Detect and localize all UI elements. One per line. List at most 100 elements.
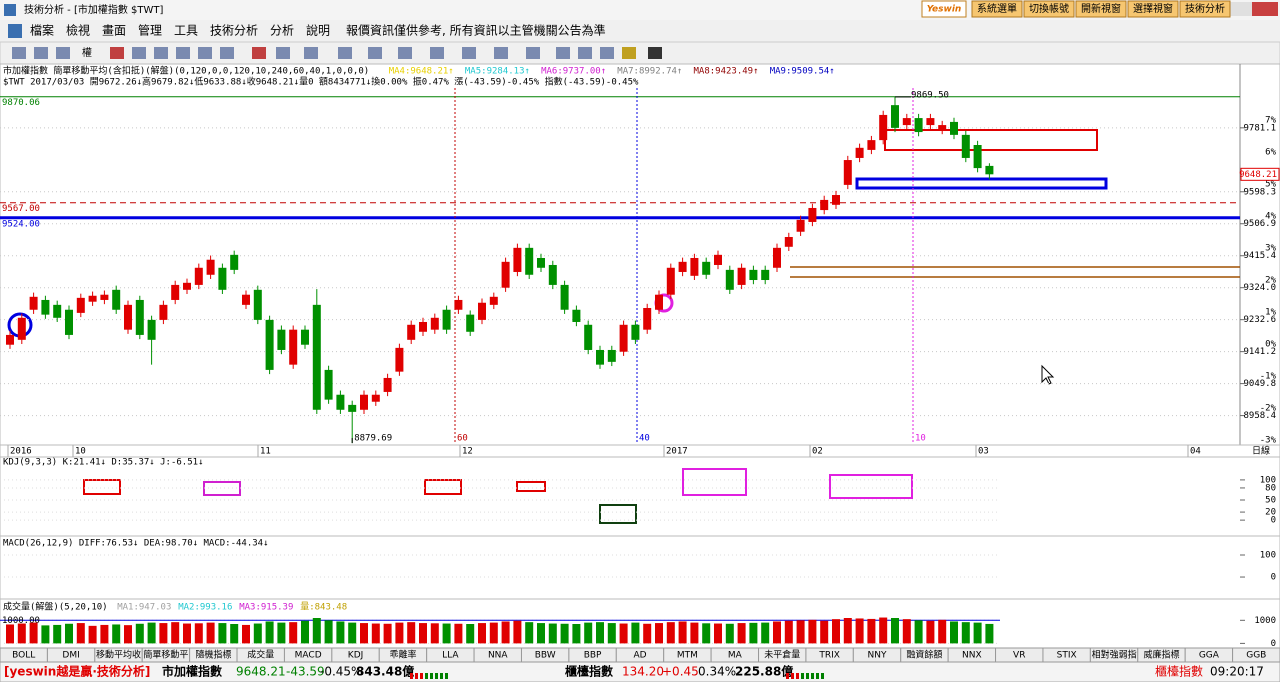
status-mini-bar — [796, 673, 799, 679]
candle-body — [867, 140, 876, 150]
tab-label[interactable]: GGA — [1199, 651, 1220, 661]
tab-label[interactable]: MA — [728, 651, 743, 661]
volume-bar — [407, 622, 416, 644]
tab-label[interactable]: MTM — [677, 651, 698, 661]
y-tick-label: 9781.1 — [1243, 123, 1276, 133]
x-tick-label: 10 — [75, 447, 86, 457]
candle-body — [478, 302, 486, 320]
volume-bar — [619, 623, 628, 644]
tab-label[interactable]: 未平倉量 — [764, 649, 800, 661]
candle-body — [879, 114, 888, 141]
ma-label: MA7:8992.74↑ — [617, 67, 682, 77]
window-button[interactable] — [1023, 0, 1075, 18]
candle-body — [572, 309, 581, 322]
status-mini-bar — [440, 673, 443, 679]
tab-label[interactable]: 簡單移動平 — [143, 649, 188, 661]
candle-body — [230, 254, 239, 270]
menu-item[interactable]: 分析 — [270, 24, 294, 38]
candle-body — [312, 304, 321, 410]
menu-item[interactable]: 畫面 — [102, 23, 126, 38]
candle-body — [973, 145, 982, 169]
candle-body — [631, 324, 640, 340]
high-label: 9869.50 — [911, 90, 949, 100]
tab-label[interactable]: BBW — [535, 651, 556, 661]
candle-body — [171, 284, 180, 300]
tab-label[interactable]: 乖離率 — [389, 649, 416, 661]
tab-label[interactable]: VR — [1013, 651, 1025, 661]
menu-item[interactable]: 工具 — [174, 24, 198, 38]
menu-item[interactable]: 檔案 — [30, 23, 54, 38]
tab-label[interactable]: AD — [633, 651, 646, 661]
candle-body — [784, 236, 793, 247]
volume-bar — [253, 623, 262, 644]
tab-label[interactable]: BOLL — [12, 651, 35, 661]
candle-body — [832, 195, 840, 205]
tab-label[interactable]: 相對強弱指 — [1092, 649, 1137, 661]
window-button-label[interactable]: 技術分析 — [1185, 2, 1225, 15]
y-tick-label: 0 — [1271, 639, 1276, 649]
tab-label[interactable]: 融資餘額 — [906, 649, 942, 661]
candle-body — [737, 267, 746, 285]
window-button-label[interactable]: 切換帳號 — [1029, 2, 1069, 15]
candle-body — [914, 118, 923, 133]
status-pct1: -0.45% — [320, 665, 362, 679]
volume-bar — [537, 623, 545, 644]
y-tick-label: 9506.9 — [1243, 219, 1276, 229]
menu-item[interactable]: 管理 — [138, 23, 162, 38]
toolbar-label[interactable]: 權 — [82, 46, 92, 59]
volume-bar — [466, 624, 475, 644]
window-button[interactable] — [971, 0, 1023, 18]
window-button-label[interactable]: 選擇視窗 — [1133, 2, 1173, 15]
volume-bar — [336, 621, 345, 644]
tab-label[interactable]: BBP — [584, 651, 602, 661]
window-button[interactable] — [1179, 0, 1231, 18]
tab-label[interactable]: NNY — [868, 651, 887, 661]
candle-body — [17, 317, 26, 340]
doc-icon — [8, 24, 22, 38]
status-mini-bar — [816, 673, 819, 679]
tab-label[interactable]: 成交量 — [247, 649, 274, 661]
menu-item[interactable]: 說明 — [306, 23, 330, 38]
last-price-box — [1240, 167, 1280, 181]
tab-label[interactable]: MACD — [295, 651, 322, 661]
tab[interactable] — [1232, 647, 1280, 663]
candle-body — [761, 269, 770, 281]
tab-label[interactable]: 隨機指標 — [195, 649, 231, 661]
window-button-label[interactable]: 系統選單 — [977, 2, 1017, 15]
tab-label[interactable]: 威廉指標 — [1143, 649, 1179, 661]
candle-body — [395, 347, 404, 372]
marker-label: 10 — [915, 434, 926, 444]
tab-label[interactable]: NNA — [488, 651, 508, 661]
ma-label: MA9:9509.54↑ — [770, 67, 835, 77]
candle-body — [749, 269, 758, 281]
tab-label[interactable]: KDJ — [348, 651, 364, 661]
tab-label[interactable]: GGB — [1246, 651, 1266, 661]
candle-body — [466, 314, 475, 332]
tab-label[interactable]: LLA — [442, 651, 459, 661]
window-button[interactable] — [1075, 0, 1127, 18]
volume-bar — [714, 623, 722, 644]
menu-item[interactable]: 檢視 — [66, 23, 90, 38]
window-button[interactable] — [1127, 0, 1179, 18]
candle-body — [194, 267, 203, 285]
volume-bar — [961, 622, 970, 644]
period-label[interactable]: 日線 — [1252, 445, 1270, 457]
menu-item[interactable]: 技術分析 — [210, 24, 258, 38]
volume-bar — [76, 623, 85, 644]
tab-label[interactable]: NNX — [962, 651, 982, 661]
candle-body — [489, 296, 498, 305]
volume-bar — [855, 618, 864, 644]
tab-label[interactable]: STIX — [1057, 651, 1077, 661]
tab-label[interactable]: TRIX — [818, 651, 840, 661]
volume-bar — [749, 622, 758, 644]
mouse-cursor — [1041, 364, 1055, 385]
y-tick-label: 80 — [1265, 483, 1276, 493]
window-button-label[interactable]: 開新視窗 — [1081, 2, 1121, 15]
candle-body — [419, 321, 427, 332]
tab-label[interactable]: 移動平均收 — [96, 649, 141, 661]
date-axis — [0, 444, 1280, 458]
volume-bar — [206, 622, 215, 644]
status-mini-bar — [786, 673, 789, 679]
tab-label[interactable]: DMI — [62, 651, 79, 661]
